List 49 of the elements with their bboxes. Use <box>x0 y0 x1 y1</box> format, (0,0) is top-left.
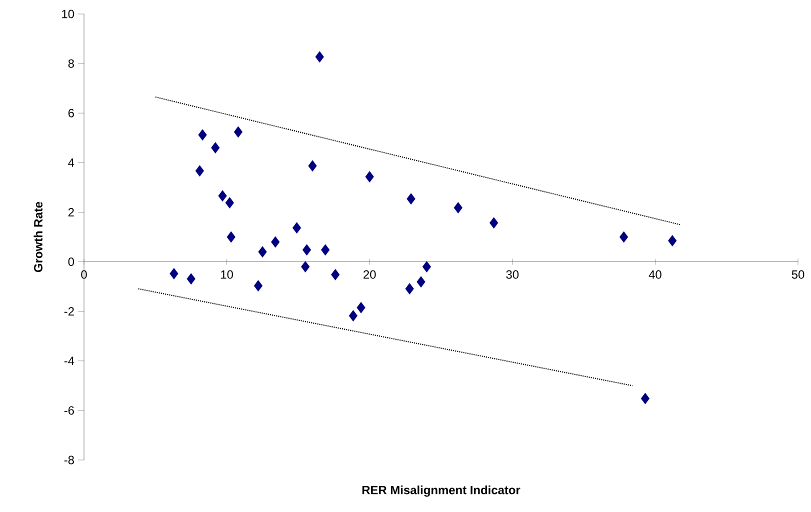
point <box>195 165 204 177</box>
point <box>619 231 628 243</box>
y-tick-label: -8 <box>64 456 74 464</box>
x-axis-title: RER Misalignment Indicator <box>362 486 520 497</box>
point <box>348 310 358 322</box>
point <box>170 268 178 280</box>
x-tick-label: 30 <box>506 270 519 279</box>
point <box>211 142 220 154</box>
x-tick-label: 20 <box>364 270 376 279</box>
y-tick-label: 8 <box>68 59 74 68</box>
x-tick-label: 10 <box>221 270 233 279</box>
point <box>292 222 302 234</box>
point <box>315 51 324 63</box>
point <box>422 261 432 272</box>
y-tick-label: -6 <box>64 406 74 415</box>
point <box>198 129 207 141</box>
y-axis-title: Growth Rate <box>34 202 42 272</box>
point <box>406 193 416 205</box>
y-tick-label: 4 <box>68 158 74 167</box>
point <box>365 171 374 182</box>
point <box>258 246 267 258</box>
point <box>254 280 263 292</box>
point <box>416 276 426 288</box>
point <box>186 273 196 285</box>
y-tick-label: -4 <box>64 356 74 365</box>
point <box>356 302 366 314</box>
y-tick-label: 6 <box>68 108 74 118</box>
point <box>668 235 677 246</box>
point <box>301 261 310 272</box>
point <box>405 283 414 294</box>
point <box>321 244 330 256</box>
y-tick-label: -2 <box>64 307 74 316</box>
x-tick-label: 50 <box>792 270 804 279</box>
point <box>454 202 462 214</box>
point <box>226 231 236 243</box>
x-tick-label: 40 <box>648 270 662 279</box>
point <box>234 126 243 138</box>
y-tick-label: 0 <box>68 258 74 266</box>
x-tick-label: 0 <box>81 270 87 279</box>
point <box>640 392 650 404</box>
y-tick-label: 10 <box>62 10 74 18</box>
point <box>331 268 340 280</box>
y-tick-label: 2 <box>68 208 74 216</box>
point <box>218 190 227 202</box>
point <box>225 197 234 209</box>
point <box>271 236 280 248</box>
point <box>302 244 312 256</box>
point <box>308 160 317 172</box>
point <box>490 217 498 229</box>
